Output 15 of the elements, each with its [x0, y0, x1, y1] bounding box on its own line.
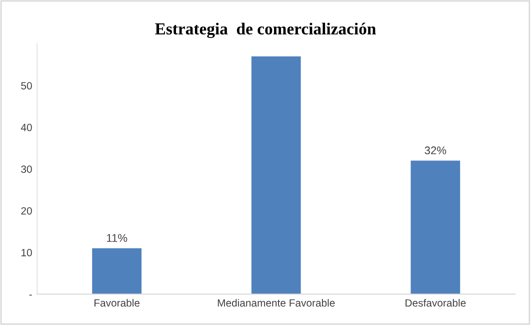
x-tick-label: Favorable — [94, 298, 140, 307]
y-tick-label: 30 — [21, 166, 32, 173]
y-tick-label: 40 — [20, 124, 32, 132]
data-label: 11% — [106, 234, 128, 242]
bar — [410, 160, 460, 294]
x-tick-label: Desfavorable — [406, 298, 466, 307]
bar — [251, 56, 301, 294]
data-label: 32% — [424, 146, 446, 154]
y-tick-label: 50 — [21, 82, 32, 90]
x-tick-label: Medianamente Favorable — [218, 298, 335, 307]
chart-title: Estrategia de comercialización — [155, 22, 376, 38]
y-tick-label: 10 — [22, 248, 32, 256]
y-tick-label: - — [29, 294, 32, 296]
y-tick-label: 20 — [21, 207, 32, 215]
bar — [92, 248, 142, 294]
